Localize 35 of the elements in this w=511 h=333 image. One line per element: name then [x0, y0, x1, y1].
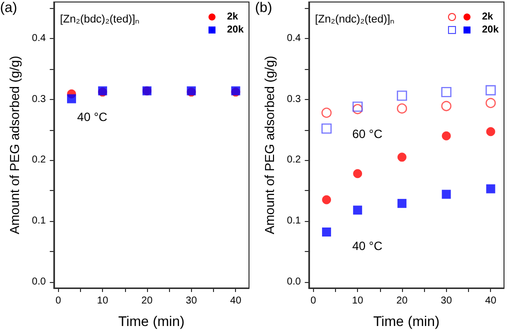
x-tick-label: 20: [396, 296, 408, 306]
y-tick-label: 0.4: [32, 33, 46, 44]
x-tick-label: 0: [310, 296, 316, 306]
x-axis-title: Time (min): [373, 313, 440, 329]
legend-label: 2k: [227, 12, 239, 22]
x-axis-title: Time (min): [118, 313, 185, 329]
y-tick-label: 0.4: [286, 33, 302, 44]
text: [Zn₂(ndc)₂(ted)]ₙ: [315, 14, 394, 26]
chart-title: (b): [255, 0, 272, 15]
x-tick-label: 30: [440, 296, 452, 306]
x-tick-label: 10: [97, 296, 109, 306]
annotation: 40 °C: [352, 238, 383, 253]
annotation: 60 °C: [352, 127, 383, 142]
x-tick-label: 30: [186, 296, 198, 306]
x-tick-label: 40: [230, 296, 242, 306]
chart-title: (a): [0, 0, 18, 15]
y-axis-title: Amount of PEG adsorbed (g/g): [7, 56, 22, 234]
y-tick-label: 0.3: [286, 94, 302, 105]
y-tick-label: 0.0: [286, 276, 302, 288]
y-tick-label: 0.2: [286, 154, 302, 166]
y-tick-label: 0.2: [32, 154, 46, 166]
x-tick-label: 0: [55, 296, 62, 306]
x-tick-label: 40: [485, 296, 497, 306]
x-tick-label: 10: [352, 296, 364, 306]
y-tick-label: 0.3: [32, 94, 46, 105]
y-tick-label: 0.1: [286, 216, 302, 227]
legend-label: 20k: [227, 24, 244, 36]
x-tick-label: 20: [141, 296, 153, 306]
y-tick-label: 0.1: [32, 216, 46, 227]
y-axis-title: Amount of PEG adsorbed (g/g): [262, 56, 277, 234]
y-tick-label: 0.0: [32, 276, 46, 288]
legend-label: 20k: [482, 24, 500, 36]
annotation: 40 °C: [77, 110, 108, 124]
legend-label: 2k: [482, 12, 494, 22]
text: [Zn₂(bdc)₂(ted)]ₙ: [60, 14, 140, 26]
